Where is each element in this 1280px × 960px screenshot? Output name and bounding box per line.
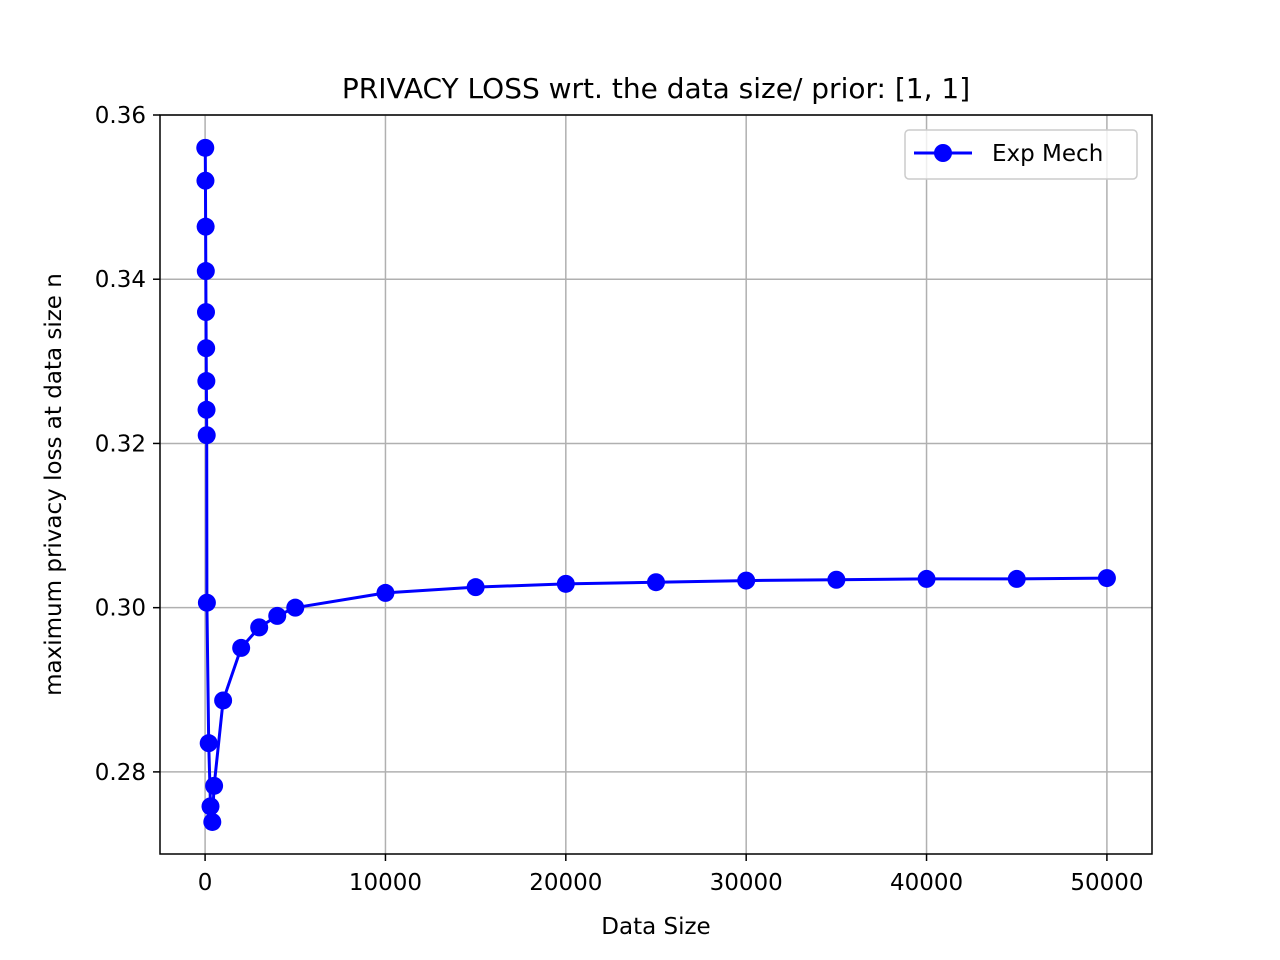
data-point — [466, 578, 485, 597]
data-point — [201, 797, 220, 816]
data-point — [556, 574, 575, 593]
data-point — [376, 583, 395, 602]
data-point — [827, 570, 846, 589]
legend: Exp Mech — [904, 129, 1138, 180]
x-tick-label: 40000 — [890, 870, 963, 896]
x-tick-label: 10000 — [349, 870, 422, 896]
data-point — [196, 171, 215, 190]
chart-title: PRIVACY LOSS wrt. the data size/ prior: … — [342, 72, 970, 105]
data-point — [205, 776, 224, 795]
data-point — [196, 303, 215, 322]
data-point — [1007, 569, 1026, 588]
y-tick-label: 0.30 — [95, 596, 146, 622]
data-point — [197, 372, 216, 391]
data-point — [197, 339, 216, 358]
data-point — [214, 691, 233, 710]
data-point — [197, 400, 216, 419]
y-axis-label: maximum privacy loss at data size n — [41, 273, 67, 696]
y-tick-label: 0.34 — [95, 267, 146, 293]
data-point — [917, 569, 936, 588]
data-point — [196, 217, 215, 236]
data-point — [250, 618, 269, 637]
x-tick-label: 20000 — [529, 870, 602, 896]
legend-box — [904, 129, 1138, 180]
x-tick-label: 30000 — [710, 870, 783, 896]
data-point — [197, 426, 216, 445]
legend-label-exp-mech: Exp Mech — [992, 141, 1103, 167]
data-point — [203, 812, 222, 831]
data-point — [737, 571, 756, 590]
data-point — [647, 573, 665, 592]
data-point — [286, 598, 305, 617]
y-ticks: 0.28 0.30 0.32 0.34 0.36 — [95, 103, 160, 786]
x-axis-label: Data Size — [601, 914, 710, 940]
data-point — [196, 262, 215, 281]
data-point — [197, 593, 216, 612]
series-line-exp-mech — [203, 147, 1107, 824]
data-point — [199, 734, 218, 753]
data-point — [232, 638, 251, 657]
y-tick-label: 0.32 — [95, 431, 146, 457]
data-point — [268, 606, 287, 625]
x-tick-label: 0 — [198, 870, 213, 896]
legend-marker-exp-mech — [934, 144, 952, 162]
data-point — [196, 138, 215, 157]
plot-frame — [159, 114, 1153, 855]
series-layer — [196, 138, 1116, 831]
x-ticks: 0 10000 20000 30000 40000 50000 — [198, 854, 1143, 896]
y-tick-label: 0.36 — [95, 103, 146, 129]
data-point — [1097, 569, 1116, 588]
x-tick-label: 50000 — [1070, 870, 1143, 896]
y-tick-label: 0.28 — [95, 760, 146, 786]
